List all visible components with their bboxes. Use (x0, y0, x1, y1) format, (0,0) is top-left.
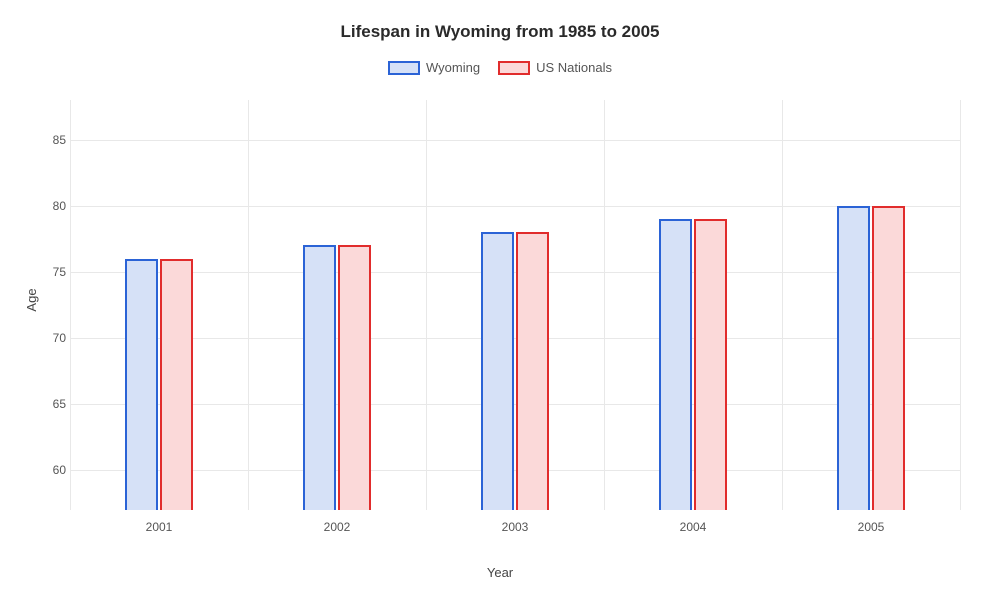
legend: Wyoming US Nationals (0, 60, 1000, 75)
bar (338, 245, 370, 510)
y-tick-label: 65 (36, 397, 66, 411)
gridline-vertical (960, 100, 961, 510)
bar (481, 232, 513, 510)
legend-label-us-nationals: US Nationals (536, 60, 612, 75)
bar (516, 232, 548, 510)
x-tick-label: 2003 (502, 520, 529, 534)
gridline-vertical (70, 100, 71, 510)
plot-area: 60657075808520012002200320042005 (70, 100, 960, 510)
legend-item-wyoming: Wyoming (388, 60, 480, 75)
chart-title: Lifespan in Wyoming from 1985 to 2005 (0, 0, 1000, 42)
gridline-horizontal (70, 272, 960, 273)
x-tick-label: 2005 (858, 520, 885, 534)
y-tick-label: 85 (36, 133, 66, 147)
gridline-horizontal (70, 404, 960, 405)
x-tick-label: 2002 (324, 520, 351, 534)
x-axis-label: Year (487, 565, 513, 580)
gridline-horizontal (70, 140, 960, 141)
gridline-vertical (248, 100, 249, 510)
x-tick-label: 2004 (680, 520, 707, 534)
bar (125, 259, 157, 510)
bar (872, 206, 904, 510)
y-axis-label: Age (24, 288, 39, 311)
legend-swatch-wyoming (388, 61, 420, 75)
bar (659, 219, 691, 510)
gridline-horizontal (70, 470, 960, 471)
gridline-vertical (782, 100, 783, 510)
bar (303, 245, 335, 510)
gridline-horizontal (70, 338, 960, 339)
x-tick-label: 2001 (146, 520, 173, 534)
bar (694, 219, 726, 510)
gridline-vertical (604, 100, 605, 510)
bar (837, 206, 869, 510)
legend-swatch-us-nationals (498, 61, 530, 75)
legend-label-wyoming: Wyoming (426, 60, 480, 75)
gridline-horizontal (70, 206, 960, 207)
y-tick-label: 60 (36, 463, 66, 477)
y-tick-label: 75 (36, 265, 66, 279)
gridline-vertical (426, 100, 427, 510)
legend-item-us-nationals: US Nationals (498, 60, 612, 75)
y-tick-label: 80 (36, 199, 66, 213)
bar (160, 259, 192, 510)
y-tick-label: 70 (36, 331, 66, 345)
